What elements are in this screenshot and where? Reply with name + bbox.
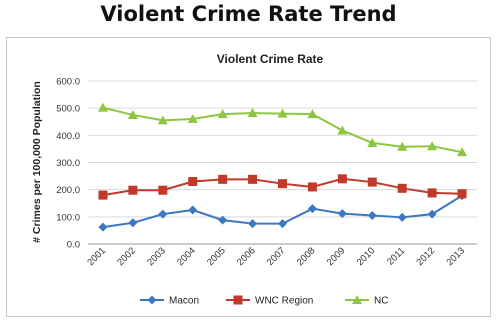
legend-swatch-marker — [148, 296, 157, 305]
x-tick-label: 2013 — [444, 245, 467, 268]
data-point-wnc-region — [458, 189, 467, 198]
data-point-macon — [278, 219, 287, 228]
data-point-wnc-region — [428, 188, 437, 197]
legend-entry-nc: NC — [345, 295, 388, 307]
data-point-wnc-region — [248, 175, 257, 184]
chart-title: Violent Crime Rate — [217, 52, 324, 66]
y-tick-label: 400.0 — [56, 131, 80, 142]
series-nc — [98, 103, 467, 157]
data-point-wnc-region — [398, 184, 407, 193]
series-wnc-region — [98, 174, 466, 199]
data-point-nc — [98, 103, 108, 112]
x-tick-label: 2009 — [325, 245, 348, 268]
legend-label: NC — [374, 296, 388, 307]
series-layer — [98, 103, 467, 232]
x-tick-label: 2011 — [385, 245, 407, 267]
data-point-wnc-region — [158, 186, 167, 195]
data-point-macon — [128, 218, 137, 227]
x-tick-label: 2007 — [265, 245, 288, 268]
x-tick-label: 2002 — [115, 245, 138, 268]
data-point-macon — [368, 211, 377, 220]
data-point-wnc-region — [338, 174, 347, 183]
y-tick-labels: 0.0 100.0 200.0 300.0 400.0 500.0 600.0 — [56, 77, 80, 251]
legend-label: WNC Region — [255, 296, 313, 307]
data-point-wnc-region — [308, 182, 317, 191]
data-point-wnc-region — [278, 179, 287, 188]
x-tick-label: 2008 — [295, 245, 318, 268]
data-point-wnc-region — [218, 175, 227, 184]
y-axis-label: # Crimes per 100,000 Population — [31, 81, 43, 243]
y-tick-label: 600.0 — [56, 77, 80, 88]
legend-swatch-marker — [234, 296, 243, 305]
legend-entry-wnc-region: WNC Region — [226, 296, 313, 307]
data-point-nc — [337, 125, 347, 134]
y-tick-label: 500.0 — [56, 104, 80, 115]
x-tick-label: 2003 — [145, 245, 168, 268]
y-tick-label: 300.0 — [56, 158, 80, 169]
x-tick-label: 2012 — [415, 245, 438, 268]
y-tick-label: 100.0 — [56, 212, 80, 223]
series-macon — [98, 191, 466, 232]
legend: Macon WNC Region NC — [140, 295, 388, 307]
legend-label: Macon — [169, 296, 199, 307]
y-tick-label: 200.0 — [56, 185, 80, 196]
data-point-macon — [188, 206, 197, 215]
data-point-wnc-region — [98, 191, 107, 200]
x-tick-label: 2010 — [355, 245, 378, 268]
x-tick-label: 2005 — [205, 245, 228, 268]
data-point-wnc-region — [188, 177, 197, 186]
x-tick-label: 2001 — [85, 245, 108, 268]
data-point-macon — [248, 219, 257, 228]
legend-entry-macon: Macon — [140, 296, 199, 307]
x-tick-label: 2004 — [175, 245, 198, 268]
data-point-macon — [308, 204, 317, 213]
data-point-wnc-region — [128, 186, 137, 195]
x-tick-labels: 2001 2002 2003 2004 2005 2006 2007 2008 2009 2010… — [85, 245, 467, 268]
x-tick-label: 2006 — [235, 245, 258, 268]
data-point-macon — [398, 213, 407, 222]
data-point-macon — [98, 223, 107, 232]
data-point-wnc-region — [368, 178, 377, 187]
y-tick-label: 0.0 — [67, 240, 80, 251]
